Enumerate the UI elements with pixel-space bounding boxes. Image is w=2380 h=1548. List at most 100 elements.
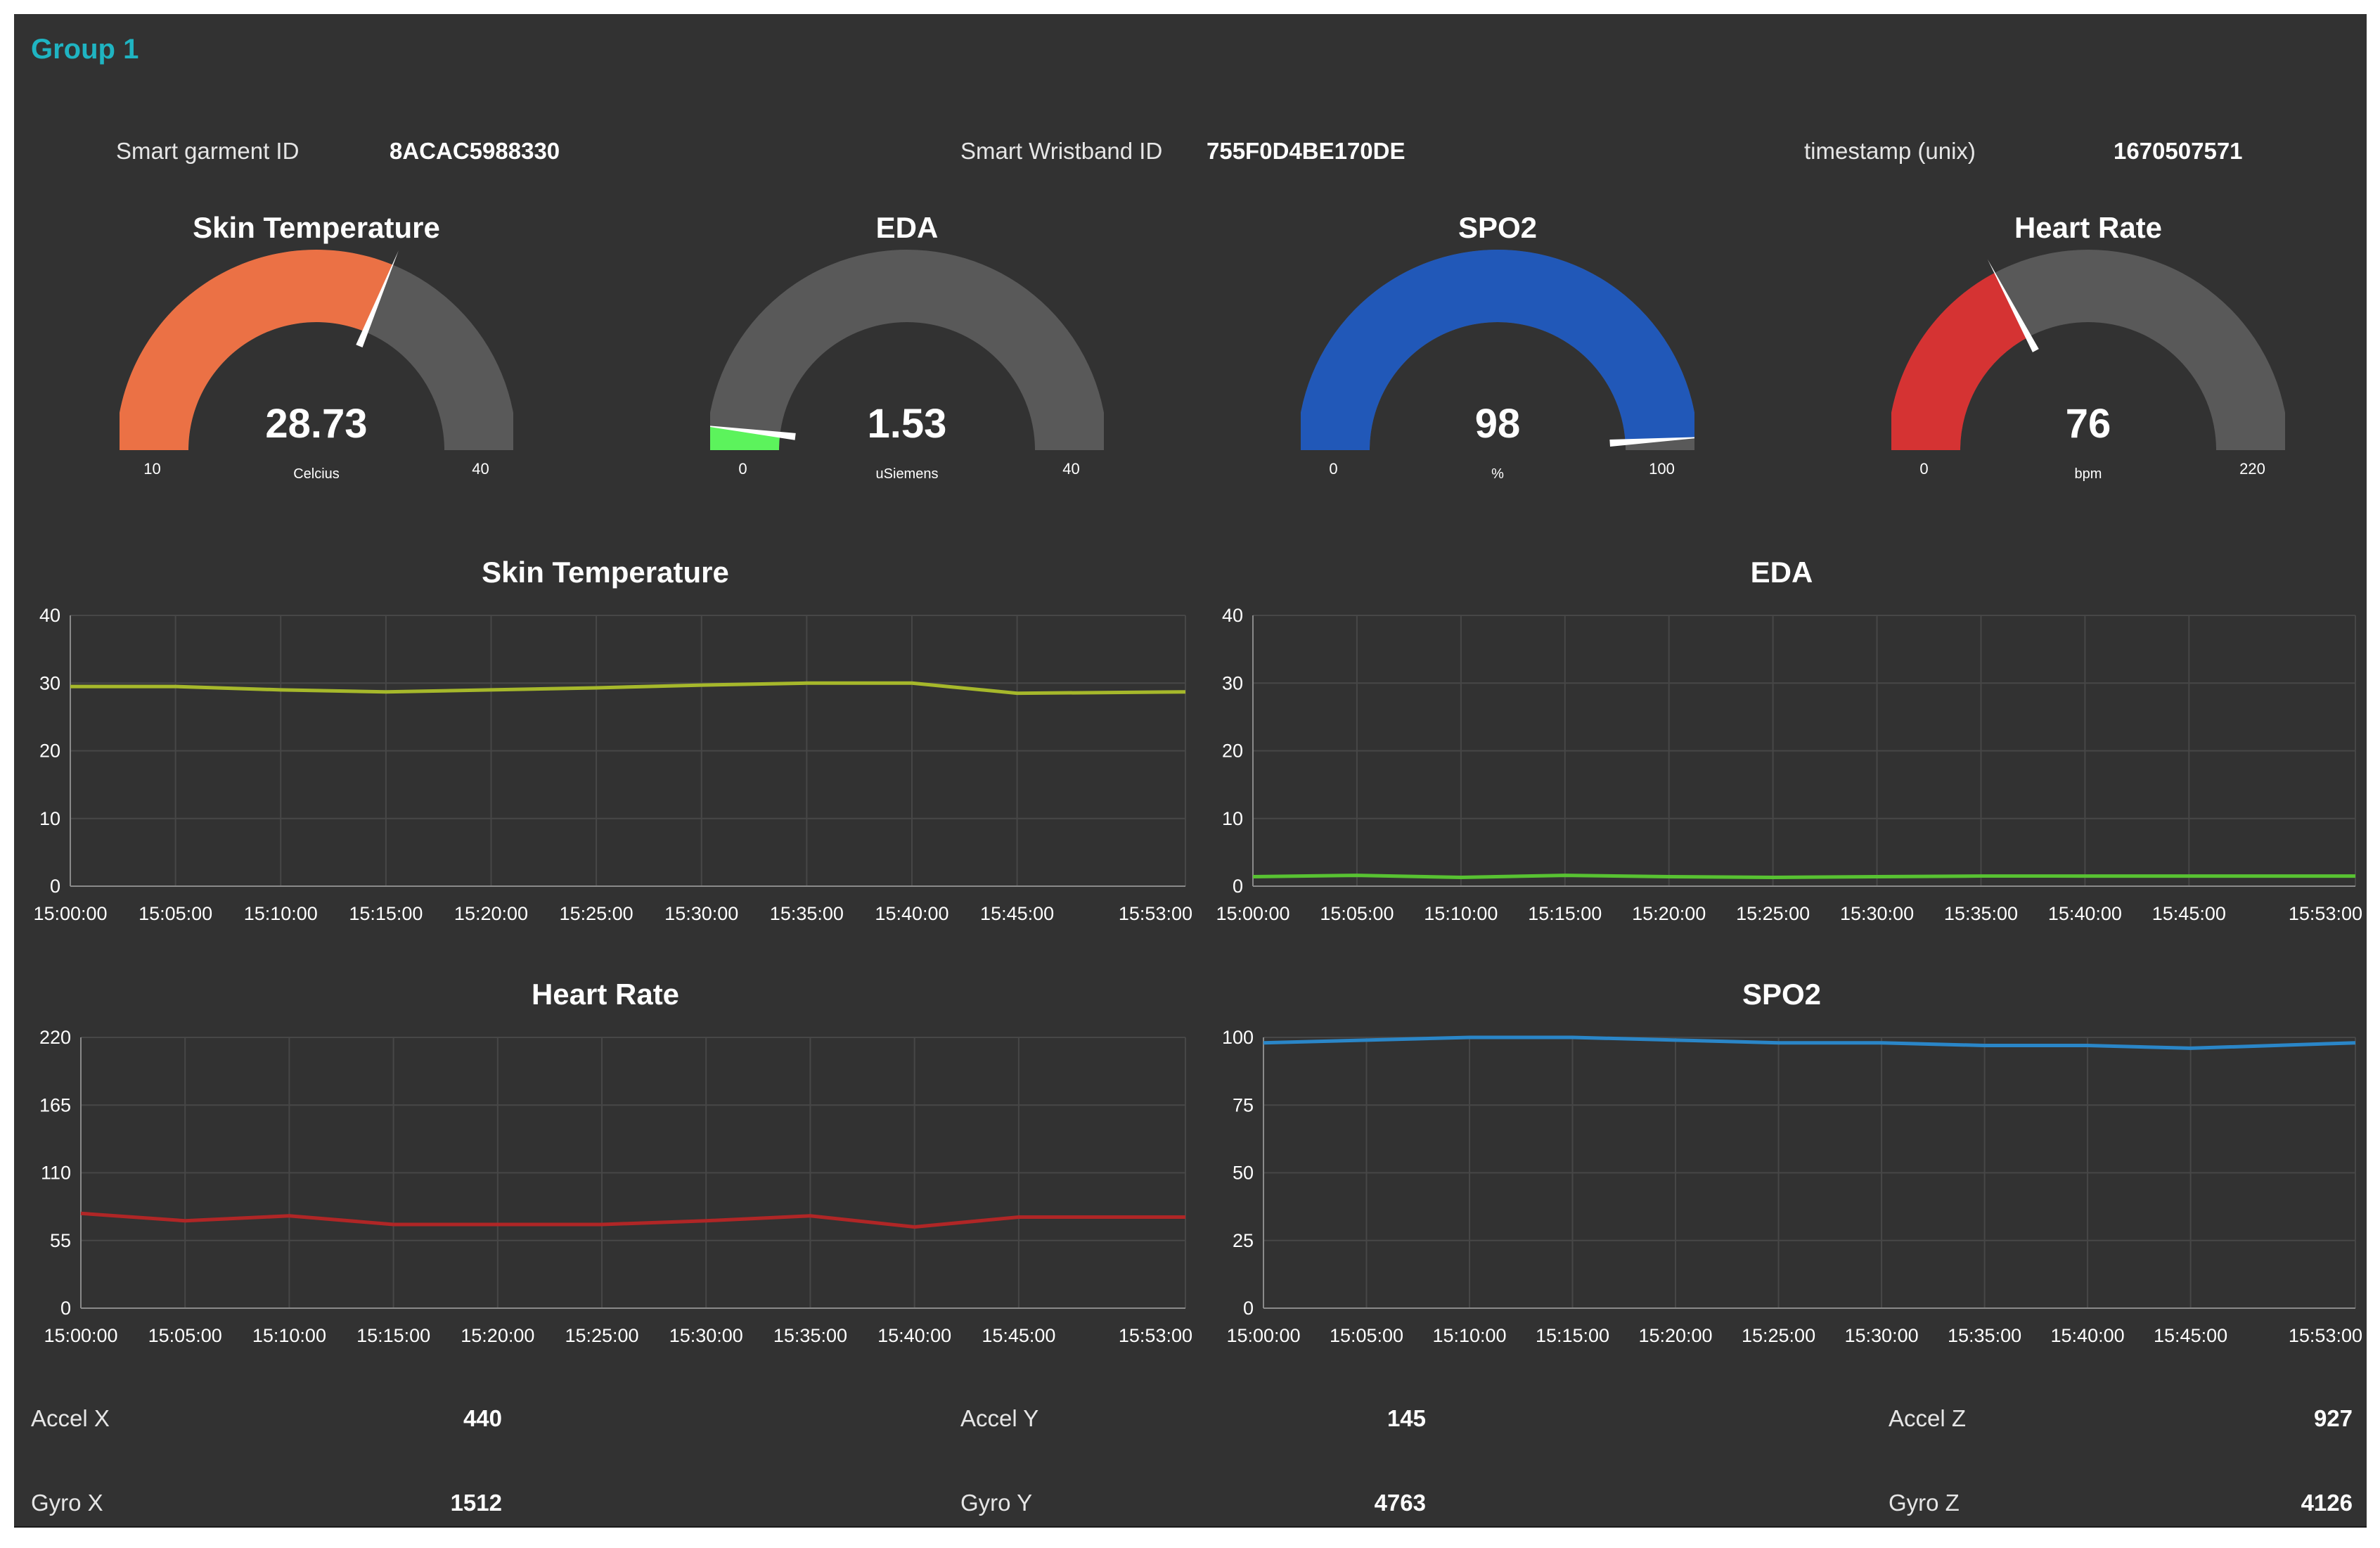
x-tick-label: 15:10:00	[252, 1325, 326, 1346]
gauge-fill	[1891, 272, 2029, 450]
gyro-z-value: 4126	[2301, 1490, 2353, 1516]
y-tick-label: 110	[41, 1163, 71, 1184]
gauge-unit: Celcius	[293, 466, 340, 482]
x-tick-label: 15:10:00	[1424, 903, 1498, 924]
group-title: Group 1	[31, 34, 139, 65]
x-tick-label: 15:10:00	[1432, 1325, 1506, 1346]
gyro-y-label: Gyro Y	[960, 1490, 1033, 1516]
y-tick-label: 10	[1222, 808, 1243, 829]
x-tick-label: 15:53:00	[2289, 903, 2362, 924]
gauge-skin-temperature: Skin Temperature 28.73 Celcius 10 40	[120, 211, 513, 506]
x-tick-label: 15:35:00	[770, 903, 844, 924]
x-tick-label: 15:45:00	[2154, 1325, 2227, 1346]
bottom-divider	[14, 1526, 2367, 1528]
accel-z-label: Accel Z	[1889, 1405, 1967, 1431]
gauge-title: SPO2	[1458, 211, 1538, 244]
x-tick-label: 15:20:00	[1638, 1325, 1712, 1346]
x-tick-label: 15:35:00	[1948, 1325, 2021, 1346]
gauge-unit: %	[1491, 466, 1504, 482]
gauge-value: 98	[1475, 401, 1521, 447]
y-tick-label: 40	[1222, 605, 1243, 626]
y-tick-label: 10	[39, 808, 60, 829]
x-tick-label: 15:30:00	[664, 903, 738, 924]
gauge-heart-rate: Heart Rate 76 bpm 0 220	[1891, 211, 2285, 506]
y-tick-label: 20	[39, 741, 60, 762]
chart-spo2: 0 25 50 75 100 15:00:00 15:05:00 15:10:00 15:15:…	[1222, 1027, 2362, 1346]
gauge-dial: 1.53 uSiemens 0 40	[710, 250, 1104, 482]
x-tick-label: 15:53:00	[2289, 1325, 2362, 1346]
y-tick-label: 0	[50, 876, 60, 897]
x-tick-label: 15:20:00	[1632, 903, 1706, 924]
y-tick-label: 30	[1222, 672, 1243, 693]
x-tick-label: 15:25:00	[1742, 1325, 1815, 1346]
x-tick-label: 15:30:00	[669, 1325, 743, 1346]
series-line	[80, 1211, 1185, 1229]
x-tick-label: 15:40:00	[875, 903, 948, 924]
y-tick-label: 220	[39, 1027, 71, 1048]
x-tick-label: 15:25:00	[565, 1325, 638, 1346]
x-tick-label: 15:40:00	[877, 1325, 951, 1346]
series-line	[1252, 874, 2355, 879]
x-tick-label: 15:45:00	[982, 1325, 1055, 1346]
x-tick-label: 15:20:00	[461, 1325, 534, 1346]
x-tick-label: 15:15:00	[1536, 1325, 1609, 1346]
y-tick-label: 0	[1243, 1298, 1254, 1319]
gauge-min-label: 0	[1329, 460, 1337, 478]
x-tick-label: 15:30:00	[1840, 903, 1914, 924]
gauge-eda: EDA 1.53 uSiemens 0 40	[710, 211, 1104, 506]
chart-title-heart-rate: Heart Rate	[531, 978, 680, 1011]
gauge-max-label: 40	[472, 460, 489, 478]
gauge-title: Heart Rate	[2014, 211, 2163, 244]
accel-y-label: Accel Y	[960, 1405, 1039, 1431]
chart-title-spo2: SPO2	[1742, 978, 1822, 1011]
gauge-value: 1.53	[868, 401, 947, 447]
gauge-max-label: 100	[1649, 460, 1675, 478]
x-tick-label: 15:20:00	[454, 903, 528, 924]
y-tick-label: 40	[39, 605, 60, 626]
x-tick-label: 15:10:00	[244, 903, 318, 924]
gauge-min-label: 10	[143, 460, 160, 478]
chart-heart-rate: 0 55 110 165 220 15:00:00 15:05:00 15:10:00 15:1…	[39, 1027, 1192, 1346]
chart-title-eda: EDA	[1750, 556, 1813, 589]
y-tick-label: 100	[1222, 1027, 1254, 1048]
x-tick-label: 15:15:00	[349, 903, 423, 924]
dashboard-panel: Group 1 Smart garment ID 8ACAC5988330 Sm…	[14, 14, 2367, 1528]
gauge-fill	[1301, 250, 1694, 450]
x-tick-label: 15:15:00	[356, 1325, 430, 1346]
accel-y-value: 145	[1387, 1405, 1426, 1431]
chart-title-skin-temperature: Skin Temperature	[482, 556, 729, 589]
y-tick-label: 25	[1233, 1230, 1254, 1251]
y-tick-label: 0	[1233, 876, 1243, 897]
x-tick-label: 15:00:00	[1216, 903, 1289, 924]
chart-skin-temperature: 0 10 20 30 40 15:00:00 15:05:00 15:10:00 15:15:0…	[33, 605, 1192, 924]
x-tick-label: 15:15:00	[1528, 903, 1602, 924]
gauge-dial: 76 bpm 0 220	[1891, 250, 2285, 482]
x-tick-label: 15:25:00	[560, 903, 633, 924]
accel-x-value: 440	[463, 1405, 502, 1431]
x-tick-label: 15:05:00	[1330, 1325, 1403, 1346]
y-tick-label: 20	[1222, 741, 1243, 762]
gyro-x-value: 1512	[450, 1490, 502, 1516]
gauge-track	[710, 250, 1104, 450]
x-tick-label: 15:40:00	[2051, 1325, 2125, 1346]
y-tick-label: 55	[50, 1230, 71, 1251]
y-tick-label: 165	[39, 1094, 71, 1115]
x-tick-label: 15:53:00	[1119, 1325, 1192, 1346]
x-tick-label: 15:05:00	[139, 903, 212, 924]
x-tick-label: 15:00:00	[1226, 1325, 1300, 1346]
y-tick-label: 30	[39, 672, 60, 693]
x-tick-label: 15:30:00	[1845, 1325, 1919, 1346]
x-tick-label: 15:35:00	[773, 1325, 847, 1346]
chart-eda: 0 10 20 30 40 15:00:00 15:05:00 15:10:00 15:15:0…	[1216, 605, 2362, 924]
gauge-needle	[1609, 437, 1694, 447]
gyro-z-label: Gyro Z	[1889, 1490, 1960, 1516]
gauge-unit: bpm	[2075, 466, 2102, 482]
garment-id-label: Smart garment ID	[116, 138, 300, 164]
x-tick-label: 15:05:00	[148, 1325, 222, 1346]
gauge-max-label: 220	[2239, 460, 2265, 478]
gauge-needle	[1987, 259, 2039, 352]
x-tick-label: 15:35:00	[1944, 903, 2018, 924]
gauge-min-label: 0	[738, 460, 747, 478]
accel-z-value: 927	[2313, 1405, 2353, 1431]
timestamp-value: 1670507571	[2114, 138, 2243, 164]
